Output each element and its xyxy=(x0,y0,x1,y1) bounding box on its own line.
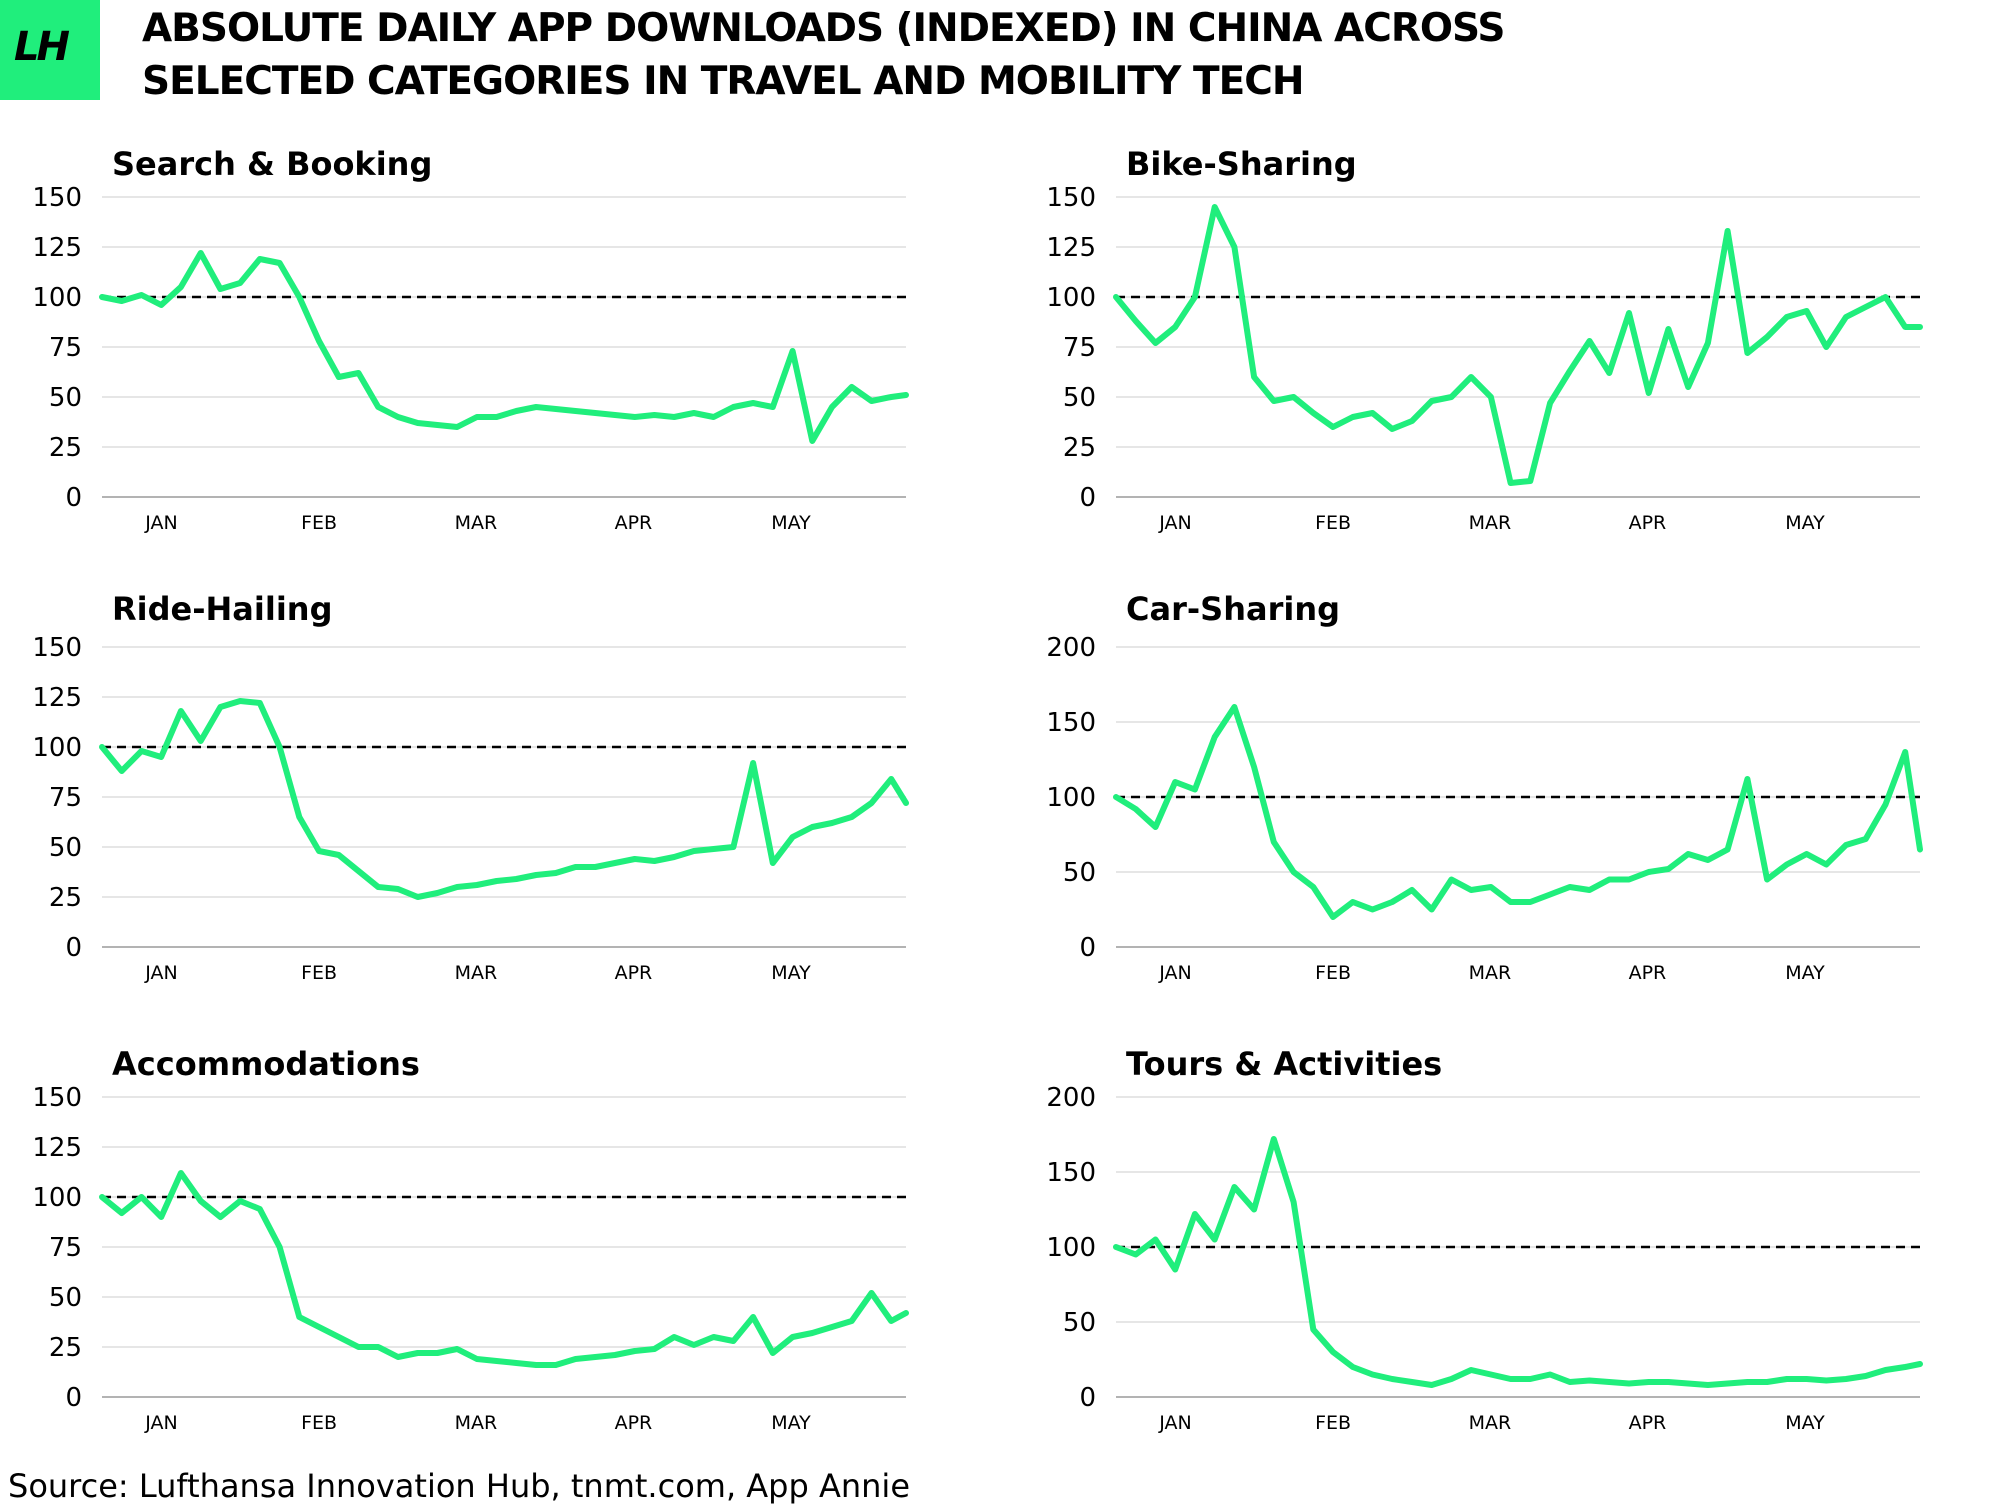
series-line xyxy=(1113,1136,1923,1388)
y-tick-label: 50 xyxy=(49,833,82,863)
x-tick-label: APR xyxy=(615,1412,653,1434)
y-tick-label: 200 xyxy=(1046,633,1096,663)
y-tick-label: 25 xyxy=(1063,433,1096,463)
y-tick-label: 0 xyxy=(1079,933,1096,963)
chart-panel-0: Search & Booking 0 25 50 75 100 125 150 JAN FEB MA… xyxy=(32,145,909,534)
x-tick-label: FEB xyxy=(1315,1412,1351,1434)
logo-text: LH xyxy=(14,24,70,70)
y-tick-label: 150 xyxy=(1046,1158,1096,1188)
page-title: ABSOLUTE DAILY APP DOWNLOADS (INDEXED) I… xyxy=(142,6,1505,104)
y-tick-label: 25 xyxy=(49,1333,82,1363)
y-tick-label: 0 xyxy=(65,483,82,513)
chart-title: Car-Sharing xyxy=(1126,590,1340,628)
y-tick-label: 150 xyxy=(32,183,82,213)
x-tick-label: FEB xyxy=(301,962,337,984)
x-tick-label: MAY xyxy=(1785,962,1825,984)
x-tick-label: APR xyxy=(1629,1412,1667,1434)
x-tick-label: MAY xyxy=(771,512,811,534)
y-tick-label: 100 xyxy=(1046,283,1096,313)
x-tick-label: JAN xyxy=(144,962,177,984)
y-tick-label: 25 xyxy=(49,883,82,913)
y-tick-label: 150 xyxy=(1046,183,1096,213)
y-tick-label: 50 xyxy=(49,383,82,413)
x-tick-label: MAR xyxy=(455,1412,498,1434)
y-tick-label: 150 xyxy=(32,633,82,663)
y-tick-label: 100 xyxy=(32,733,82,763)
y-tick-label: 200 xyxy=(1046,1083,1096,1113)
x-tick-label: FEB xyxy=(1315,512,1351,534)
series-line xyxy=(1113,704,1923,920)
x-tick-label: MAR xyxy=(1469,962,1512,984)
x-tick-label: MAR xyxy=(1469,512,1512,534)
x-tick-label: MAY xyxy=(1785,512,1825,534)
x-tick-label: MAY xyxy=(1785,1412,1825,1434)
y-tick-label: 0 xyxy=(65,1383,82,1413)
chart-title: Tours & Activities xyxy=(1126,1045,1442,1083)
series-line xyxy=(99,1170,909,1368)
x-tick-label: MAR xyxy=(455,512,498,534)
y-tick-label: 150 xyxy=(1046,708,1096,738)
y-tick-label: 125 xyxy=(32,233,82,263)
chart-title: Ride-Hailing xyxy=(112,590,332,628)
x-tick-label: JAN xyxy=(1158,1412,1191,1434)
y-tick-label: 75 xyxy=(1063,333,1096,363)
y-tick-label: 0 xyxy=(1079,1383,1096,1413)
y-tick-label: 50 xyxy=(1063,1308,1096,1338)
x-tick-label: APR xyxy=(615,512,653,534)
x-tick-label: MAR xyxy=(1469,1412,1512,1434)
chart-panel-4: Accommodations 0 25 50 75 100 125 150 JAN FEB MAR A… xyxy=(32,1045,909,1434)
x-tick-label: MAR xyxy=(455,962,498,984)
x-tick-label: JAN xyxy=(1158,962,1191,984)
y-tick-label: 100 xyxy=(32,283,82,313)
series-line xyxy=(99,698,909,900)
chart-title: Search & Booking xyxy=(112,145,432,183)
y-tick-label: 100 xyxy=(1046,783,1096,813)
x-tick-label: FEB xyxy=(301,1412,337,1434)
series-line xyxy=(1113,204,1923,486)
chart-panel-1: Bike-Sharing 0 25 50 75 100 125 150 JAN FEB MAR APR… xyxy=(1046,145,1923,534)
series-line xyxy=(99,250,909,444)
y-tick-label: 50 xyxy=(49,1283,82,1313)
y-tick-label: 100 xyxy=(1046,1233,1096,1263)
x-tick-label: JAN xyxy=(1158,512,1191,534)
source-note: Source: Lufthansa Innovation Hub, tnmt.c… xyxy=(8,1467,910,1505)
x-tick-label: JAN xyxy=(144,512,177,534)
x-tick-label: MAY xyxy=(771,1412,811,1434)
x-tick-label: APR xyxy=(1629,962,1667,984)
y-tick-label: 25 xyxy=(49,433,82,463)
y-tick-label: 50 xyxy=(1063,858,1096,888)
x-tick-label: JAN xyxy=(144,1412,177,1434)
x-tick-label: MAY xyxy=(771,962,811,984)
chart-title: Bike-Sharing xyxy=(1126,145,1357,183)
chart-panel-5: Tours & Activities 0 50 100 150 200 JAN FEB MAR A… xyxy=(1046,1045,1923,1434)
y-tick-label: 0 xyxy=(1079,483,1096,513)
logo: LH xyxy=(0,0,100,100)
y-tick-label: 75 xyxy=(49,783,82,813)
x-tick-label: APR xyxy=(615,962,653,984)
x-tick-label: FEB xyxy=(301,512,337,534)
y-tick-label: 0 xyxy=(65,933,82,963)
y-tick-label: 75 xyxy=(49,1233,82,1263)
chart-panel-3: Car-Sharing 0 50 100 150 200 JAN FEB MAR APR MAY xyxy=(1046,590,1923,984)
y-tick-label: 75 xyxy=(49,333,82,363)
chart-title: Accommodations xyxy=(112,1045,420,1083)
chart-panel-2: Ride-Hailing 0 25 50 75 100 125 150 JAN FEB MAR APR… xyxy=(32,590,909,984)
y-tick-label: 125 xyxy=(1046,233,1096,263)
x-tick-label: FEB xyxy=(1315,962,1351,984)
x-tick-label: APR xyxy=(1629,512,1667,534)
y-tick-label: 125 xyxy=(32,1133,82,1163)
y-tick-label: 150 xyxy=(32,1083,82,1113)
y-tick-label: 125 xyxy=(32,683,82,713)
y-tick-label: 100 xyxy=(32,1183,82,1213)
y-tick-label: 50 xyxy=(1063,383,1096,413)
